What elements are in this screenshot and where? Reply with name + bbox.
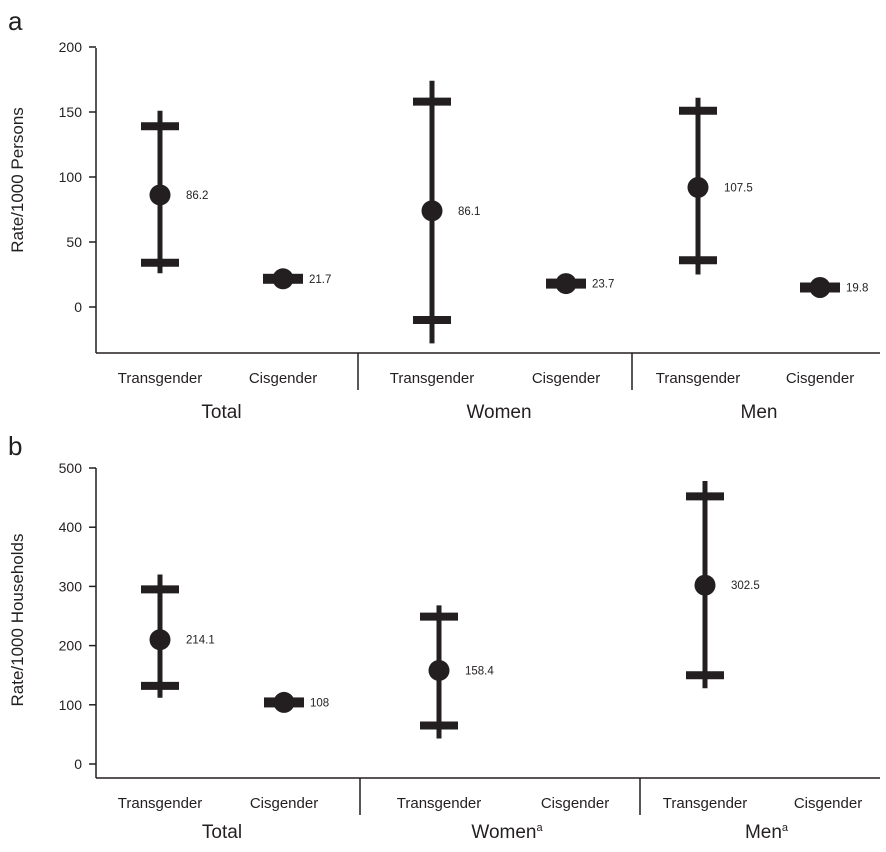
panel-a-y-tick-label: 150	[59, 104, 83, 120]
panel-a-y-axis-title: Rate/1000 Persons	[8, 107, 27, 253]
panel-a-y-tick-label: 200	[59, 39, 83, 55]
panel-a-data-label: 23.7	[592, 279, 614, 291]
panel-b-y-tick-label: 300	[59, 578, 83, 594]
panel-b-group-label: Womena	[471, 822, 543, 843]
panel-b-data-label: 158.4	[465, 665, 494, 677]
panel-a-group-label: Women	[466, 402, 531, 423]
panel-a-group-label: Total	[201, 402, 241, 423]
panel-b-point	[273, 691, 295, 713]
panel-b-category-label: Transgender	[397, 795, 482, 812]
panel-b-y-tick-label: 400	[59, 519, 83, 535]
panel-b-data-label: 214.1	[186, 635, 215, 647]
panel-a-data-label: 19.8	[846, 283, 868, 295]
panel-a-point	[687, 176, 709, 198]
panel-a-category-label: Cisgender	[249, 370, 317, 387]
panel-b-data-label: 108	[310, 697, 329, 709]
panel-b-category-label: Cisgender	[794, 795, 862, 812]
panel-b-y-tick-label: 500	[59, 460, 83, 476]
panel-a-data-label: 86.1	[458, 206, 480, 218]
panel-a-category-label: Transgender	[656, 370, 741, 387]
panel-a-data-label: 86.2	[186, 190, 208, 202]
panel-b-y-tick-label: 0	[74, 756, 82, 772]
panel-a-point	[555, 273, 577, 295]
panel-a-category-label: Cisgender	[786, 370, 854, 387]
panel-b-category-label: Cisgender	[250, 795, 318, 812]
panel-b-point	[428, 659, 450, 681]
panel-b-category-label: Cisgender	[541, 795, 609, 812]
panel-b-point	[694, 574, 716, 596]
panel-b-group-footnote-mark: a	[782, 822, 789, 834]
panel-a-point	[149, 184, 171, 206]
panel-b-group-label: Mena	[745, 822, 789, 843]
panel-a-data-label: 107.5	[724, 182, 753, 194]
panel-a-data-label: 21.7	[309, 274, 331, 286]
panel-a-group-label: Men	[741, 402, 778, 423]
panel-a-letter: a	[8, 6, 23, 36]
panel-b-y-tick-label: 200	[59, 638, 83, 654]
panel-b-category-label: Transgender	[118, 795, 203, 812]
panel-b-category-label: Transgender	[663, 795, 748, 812]
panel-b-point	[149, 629, 171, 651]
panel-a-point	[809, 277, 831, 298]
panel-a-y-tick-label: 100	[59, 169, 83, 185]
panel-a-y-tick-label: 50	[66, 234, 82, 250]
panel-a-point	[272, 268, 294, 290]
panel-a-category-label: Cisgender	[532, 370, 600, 387]
panel-a-category-label: Transgender	[118, 370, 203, 387]
panel-a-category-label: Transgender	[390, 370, 475, 387]
panel-b-letter: b	[8, 431, 22, 461]
panel-b-group-label: Total	[202, 822, 242, 843]
panel-b-y-axis-title: Rate/1000 Households	[8, 534, 27, 707]
panel-a-point	[421, 200, 443, 222]
panel-b-y-tick-label: 100	[59, 697, 83, 713]
panel-b-group-footnote-mark: a	[537, 822, 544, 834]
panel-b-data-label: 302.5	[731, 580, 760, 592]
panel-a-y-tick-label: 0	[74, 299, 82, 315]
